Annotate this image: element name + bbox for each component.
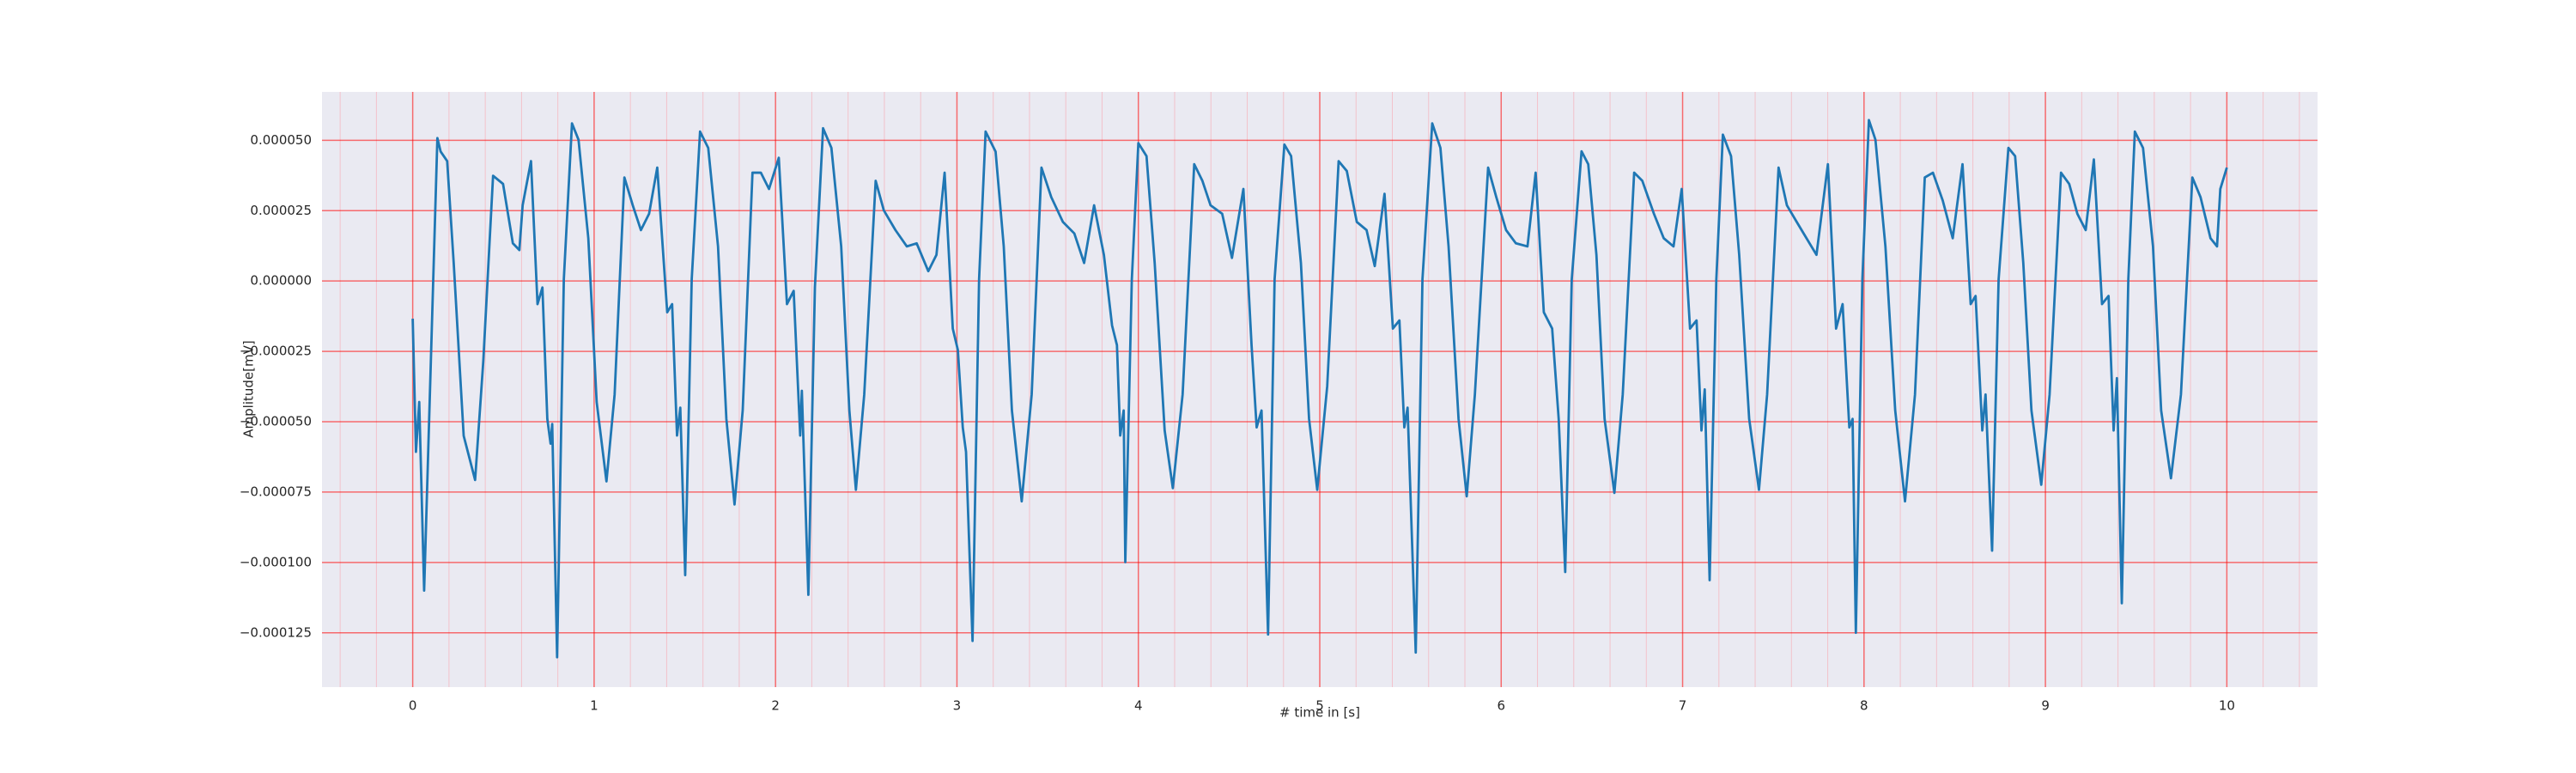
y-tick-label: −0.000075 <box>240 484 312 499</box>
x-tick-label: 8 <box>1860 698 1868 714</box>
x-tick-label: 10 <box>2219 698 2235 714</box>
y-tick-label: 0.000050 <box>250 132 312 148</box>
x-tick-label: 5 <box>1315 698 1324 714</box>
x-tick-label: 4 <box>1134 698 1143 714</box>
signal-line <box>411 119 2228 659</box>
y-tick-label: −0.000125 <box>240 624 312 640</box>
x-tick-label: 2 <box>771 698 780 714</box>
y-tick-label: −0.000025 <box>240 344 312 359</box>
y-tick-label: 0.000000 <box>250 273 312 289</box>
x-axis-label: # time in [s] <box>1279 705 1360 721</box>
x-tick-label: 1 <box>590 698 598 714</box>
data-layer <box>411 119 2228 659</box>
major-grid <box>322 92 2318 687</box>
y-tick-label: −0.000100 <box>240 554 312 569</box>
tick-labels: 0 1 2 3 4 5 6 7 8 9 10 0.000050 0.000025 0.000000 −0.0… <box>240 132 2235 714</box>
x-tick-label: 9 <box>2041 698 2050 714</box>
x-tick-label: 3 <box>953 698 962 714</box>
y-tick-label: −0.000050 <box>240 414 312 429</box>
y-axis-label: Amplitude[mV] <box>241 340 257 437</box>
x-tick-label: 6 <box>1497 698 1505 714</box>
x-tick-label: 7 <box>1679 698 1687 714</box>
y-tick-label: 0.000025 <box>250 203 312 218</box>
x-tick-label: 0 <box>409 698 417 714</box>
